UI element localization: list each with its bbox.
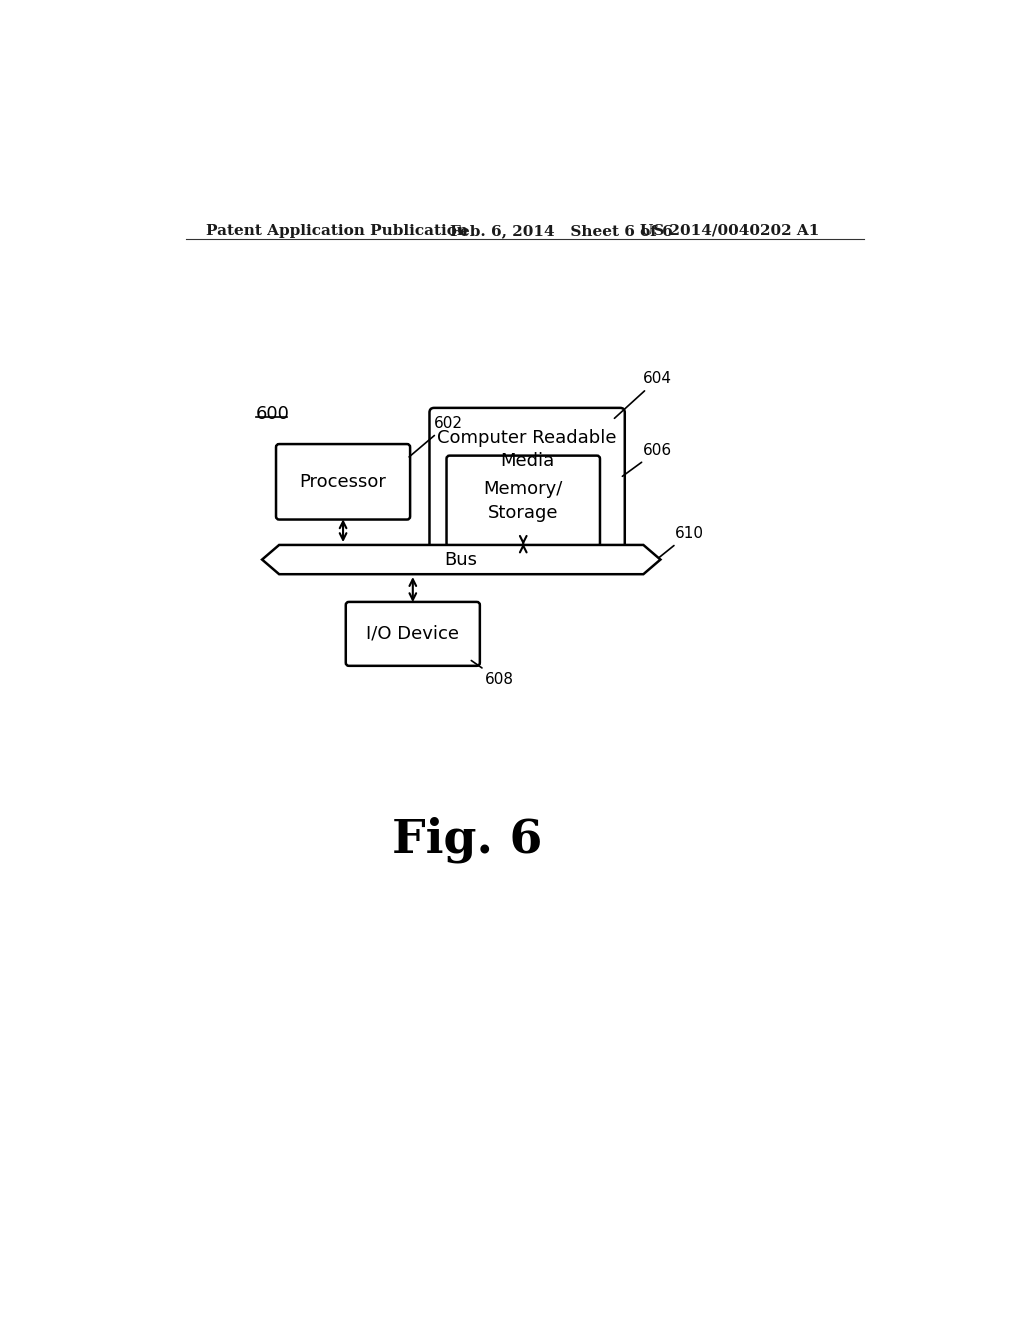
Text: Computer Readable
Media: Computer Readable Media	[437, 429, 616, 470]
Text: Feb. 6, 2014   Sheet 6 of 6: Feb. 6, 2014 Sheet 6 of 6	[450, 224, 673, 238]
FancyBboxPatch shape	[446, 455, 600, 546]
Text: Memory/
Storage: Memory/ Storage	[483, 480, 563, 521]
Text: US 2014/0040202 A1: US 2014/0040202 A1	[640, 224, 819, 238]
Text: Fig. 6: Fig. 6	[391, 817, 542, 863]
Text: I/O Device: I/O Device	[367, 624, 460, 643]
FancyBboxPatch shape	[429, 408, 625, 568]
Text: 602: 602	[410, 416, 463, 457]
Text: Bus: Bus	[444, 550, 478, 569]
Polygon shape	[262, 545, 660, 574]
Text: 606: 606	[623, 442, 673, 477]
FancyBboxPatch shape	[276, 444, 410, 520]
Text: Processor: Processor	[300, 473, 386, 491]
Text: 604: 604	[614, 371, 673, 418]
FancyBboxPatch shape	[346, 602, 480, 665]
Text: Patent Application Publication: Patent Application Publication	[206, 224, 468, 238]
Text: 608: 608	[471, 660, 513, 688]
Text: 610: 610	[658, 525, 703, 558]
Text: 600: 600	[256, 405, 290, 422]
